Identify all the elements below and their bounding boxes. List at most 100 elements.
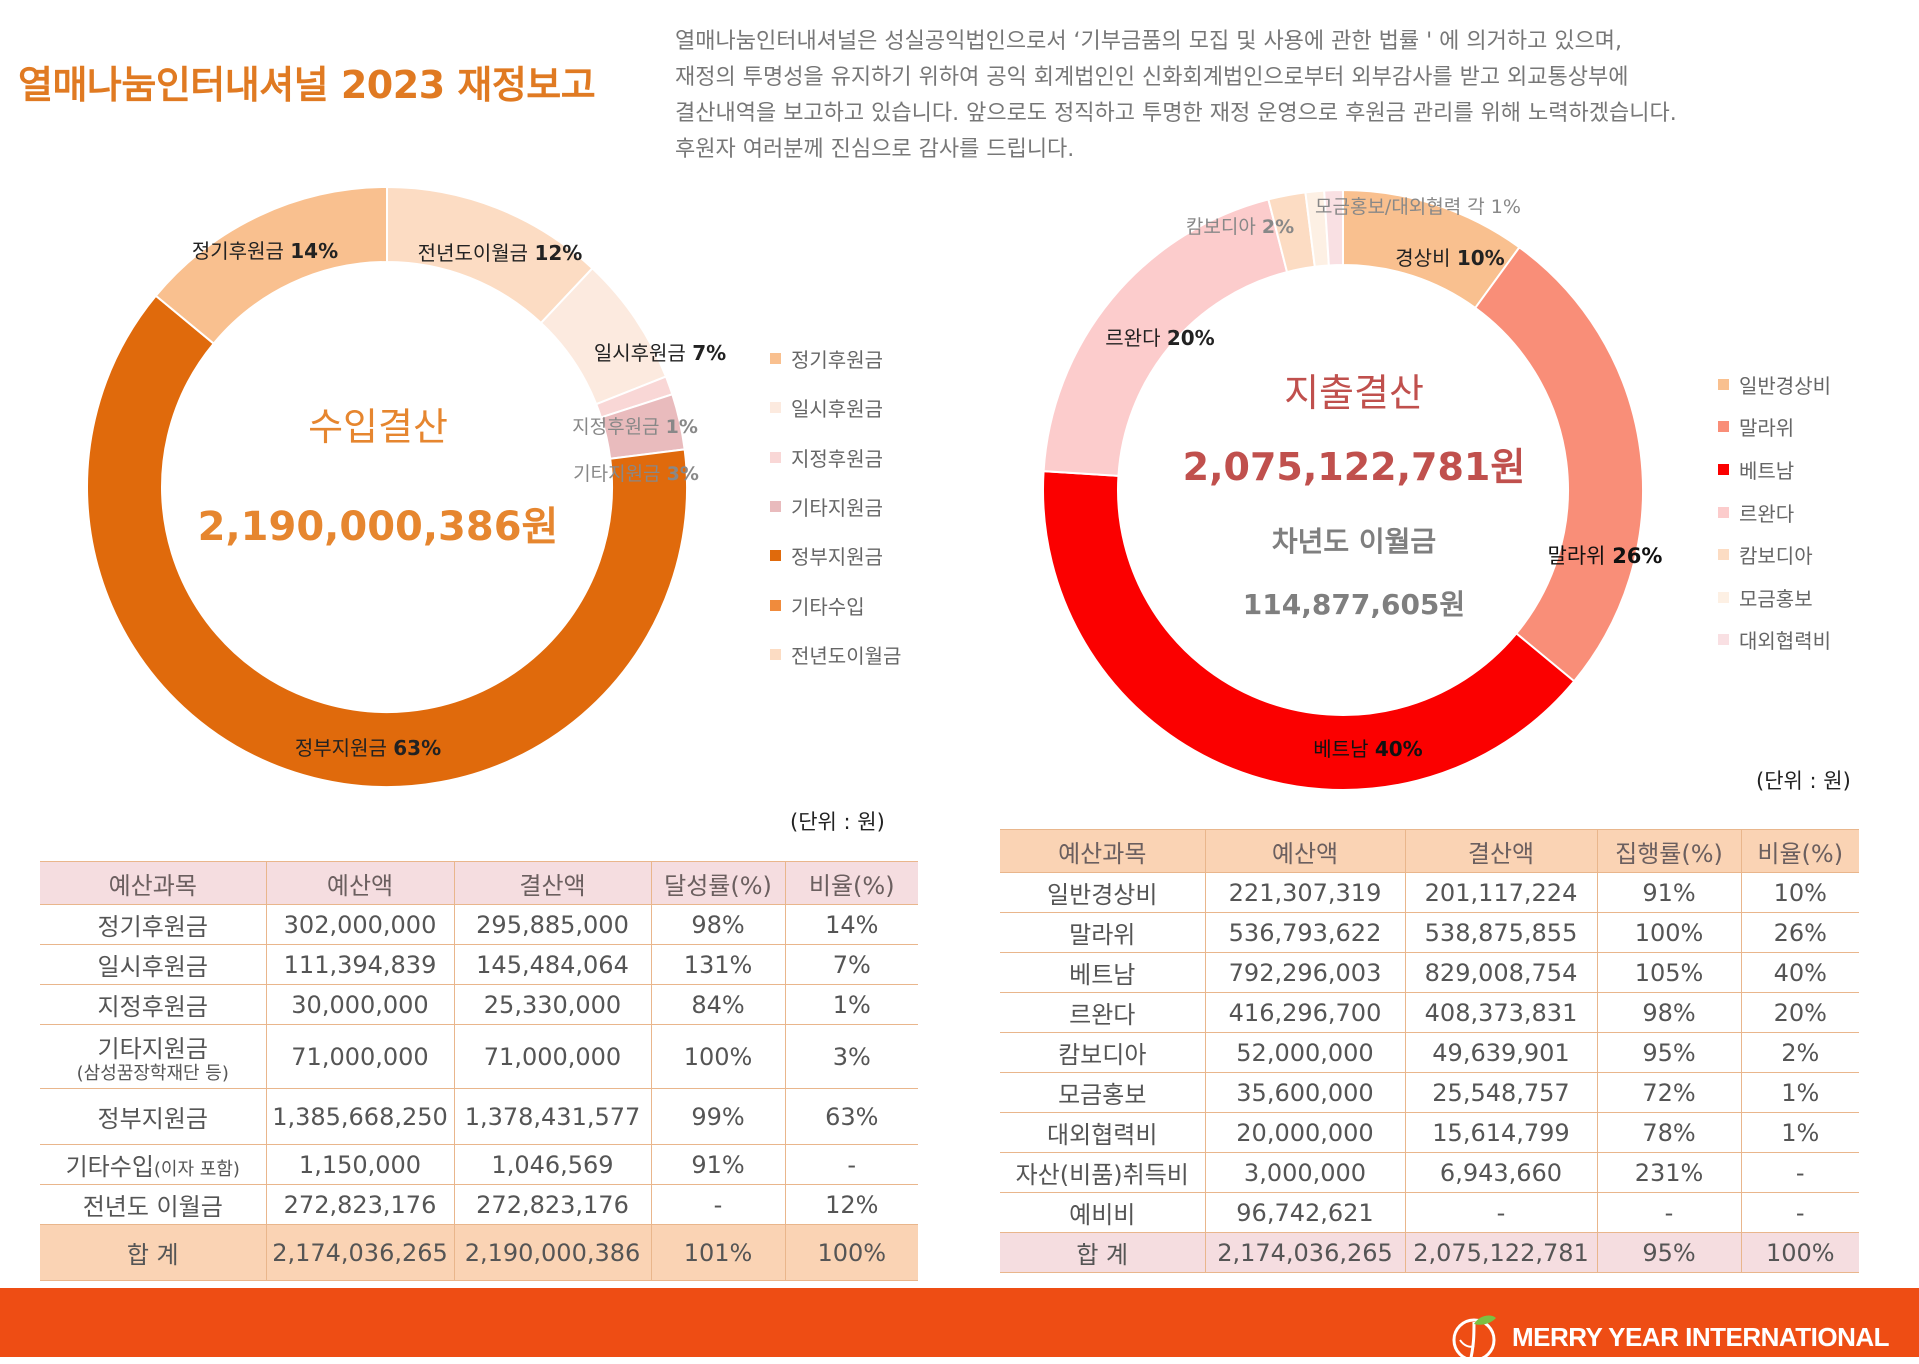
table-total-row: 합 계 2,174,036,265 2,075,122,781 95% 100% (1000, 1232, 1859, 1273)
table-cell: 합 계 (40, 1224, 266, 1281)
table-header: 결산액 (453, 861, 651, 905)
table-cell: 14% (784, 904, 918, 945)
legend-item: 기타수입 (770, 580, 901, 629)
legend-label: 지정후원금 (791, 446, 883, 471)
table-cell: 1,378,431,577 (453, 1088, 651, 1145)
intro-line: 열매나눔인터내셔널은 성실공익법인으로서 ‘기부금품의 모집 및 사용에 관한 … (675, 29, 1623, 54)
table-row: 전년도 이월금 272,823,176 272,823,176-12% (40, 1184, 918, 1225)
table-cell: 일반경상비 (1000, 872, 1205, 913)
intro-line: 재정의 투명성을 유지하기 위하여 공익 회계법인인 신화회계법인으로부터 외부… (675, 65, 1629, 90)
table-cell: 95% (1596, 1232, 1741, 1273)
donut-slice (1042, 470, 1576, 791)
legend-label: 정기후원금 (791, 348, 883, 373)
legend-swatch (770, 451, 781, 463)
table-cell: 78% (1596, 1112, 1741, 1153)
legend-swatch (1718, 634, 1729, 646)
table-cell: 합 계 (1000, 1232, 1205, 1273)
slice-label: 모금홍보/대외협력 각 1% (1315, 196, 1521, 218)
slice-label: 르완다 20% (1105, 326, 1214, 350)
table-header: 비율(%) (1740, 829, 1859, 873)
table-cell: 전년도 이월금 (40, 1184, 266, 1225)
donut-slice (86, 294, 688, 788)
table-cell: 829,008,754 (1404, 952, 1597, 993)
table-cell: 100% (1596, 912, 1741, 953)
table-cell: 기타수입(이자 포함) (40, 1144, 266, 1185)
table-cell: 100% (1740, 1232, 1859, 1273)
table-cell: 15,614,799 (1404, 1112, 1597, 1153)
table-cell: 40% (1740, 952, 1859, 993)
slice-label: 기타지원금 3% (573, 463, 699, 485)
unit-label: (단위 : 원) (1756, 769, 1851, 793)
table-cell: 캄보디아 (1000, 1032, 1205, 1073)
table-cell: 말라위 (1000, 912, 1205, 953)
intro-text: 열매나눔인터내셔널은 성실공익법인으로서 ‘기부금품의 모집 및 사용에 관한 … (675, 24, 1895, 168)
table-cell: 2,174,036,265 (1204, 1232, 1405, 1273)
expense-legend: 일반경상비 말라위 베트남 르완다 캄보디아 모금홍보 대외협력비 (1718, 363, 1831, 661)
donut-slice (1323, 188, 1344, 267)
table-cell: 231% (1596, 1152, 1741, 1193)
table-cell: - (650, 1184, 785, 1225)
legend-label: 전년도이월금 (791, 643, 902, 668)
table-cell: 정부지원금 (40, 1088, 266, 1145)
legend-label: 기타수입 (791, 594, 865, 619)
legend-item: 정부지원금 (770, 531, 901, 580)
table-cell: 98% (650, 904, 785, 945)
center-value: 2,075,122,781원 (1183, 445, 1526, 489)
table-cell: 100% (650, 1024, 785, 1089)
table-row: 정기후원금 302,000,000 295,885,000 98% 14% (40, 904, 918, 945)
table-cell: 12% (784, 1184, 918, 1225)
table-cell: 대외협력비 (1000, 1112, 1205, 1153)
legend-swatch (770, 402, 781, 414)
fruit-logo-icon (1452, 1315, 1496, 1363)
legend-label: 모금홍보 (1739, 586, 1813, 611)
table-cell: 1,385,668,250 (265, 1088, 454, 1145)
center-subtitle: 차년도 이월금 (1272, 525, 1436, 558)
table-cell: 10% (1740, 872, 1859, 913)
table-cell: 정기후원금 (40, 904, 266, 945)
legend-swatch (1718, 421, 1729, 433)
legend-label: 일시후원금 (791, 397, 883, 422)
table-header: 집행률(%) (1596, 829, 1741, 873)
slice-label: 일시후원금 7% (594, 341, 726, 365)
table-cell: 52,000,000 (1204, 1032, 1405, 1073)
brand: MERRY YEAR INTERNATIONAL (1444, 1310, 1890, 1364)
table-cell: 272,823,176 (453, 1184, 651, 1225)
legend-item: 기타지원금 (770, 482, 901, 531)
table-cell: 2,075,122,781 (1404, 1232, 1597, 1273)
legend-label: 베트남 (1739, 458, 1795, 483)
table-cell: 91% (1596, 872, 1741, 913)
table-cell: 408,373,831 (1404, 992, 1597, 1033)
table-cell: 모금홍보 (1000, 1072, 1205, 1113)
table-row: 일반경상비 221,307,319 201,117,224 91% 10% (1000, 872, 1859, 913)
table-cell: 84% (650, 984, 785, 1025)
slice-label: 캄보디아 2% (1186, 216, 1294, 238)
legend-item: 일반경상비 (1718, 363, 1831, 406)
legend-label: 말라위 (1739, 416, 1795, 441)
table-row: 일시후원금 111,394,839 145,484,064 131% 7% (40, 944, 918, 985)
table-cell: 63% (784, 1088, 918, 1145)
legend-swatch (1718, 506, 1729, 518)
intro-line: 후원자 여러분께 진심으로 감사를 드립니다. (675, 137, 1075, 162)
legend-swatch (770, 353, 781, 365)
table-cell: 145,484,064 (453, 944, 651, 985)
legend-item: 전년도이월금 (770, 630, 901, 679)
table-cell: 111,394,839 (265, 944, 454, 985)
table-cell: 416,296,700 (1204, 992, 1405, 1033)
brand-name: MERRY YEAR INTERNATIONAL (1511, 1321, 1890, 1352)
table-cell: - (1404, 1192, 1597, 1233)
legend-label: 캄보디아 (1739, 544, 1813, 569)
table-cell: 26% (1740, 912, 1859, 953)
table-cell: 기타지원금 (삼성꿈장학재단 등) (40, 1024, 266, 1089)
table-cell: 538,875,855 (1404, 912, 1597, 953)
table-cell: 지정후원금 (40, 984, 266, 1025)
legend-item: 베트남 (1718, 448, 1831, 491)
table-cell: 72% (1596, 1072, 1741, 1113)
table-cell-note: (삼성꿈장학재단 등) (76, 1063, 229, 1084)
table-cell: - (784, 1144, 918, 1185)
table-cell: 25,330,000 (453, 984, 651, 1025)
table-cell: 98% (1596, 992, 1741, 1033)
legend-label: 대외협력비 (1739, 629, 1831, 654)
table-cell: 르완다 (1000, 992, 1205, 1033)
slice-label: 지정후원금 1% (572, 416, 698, 438)
